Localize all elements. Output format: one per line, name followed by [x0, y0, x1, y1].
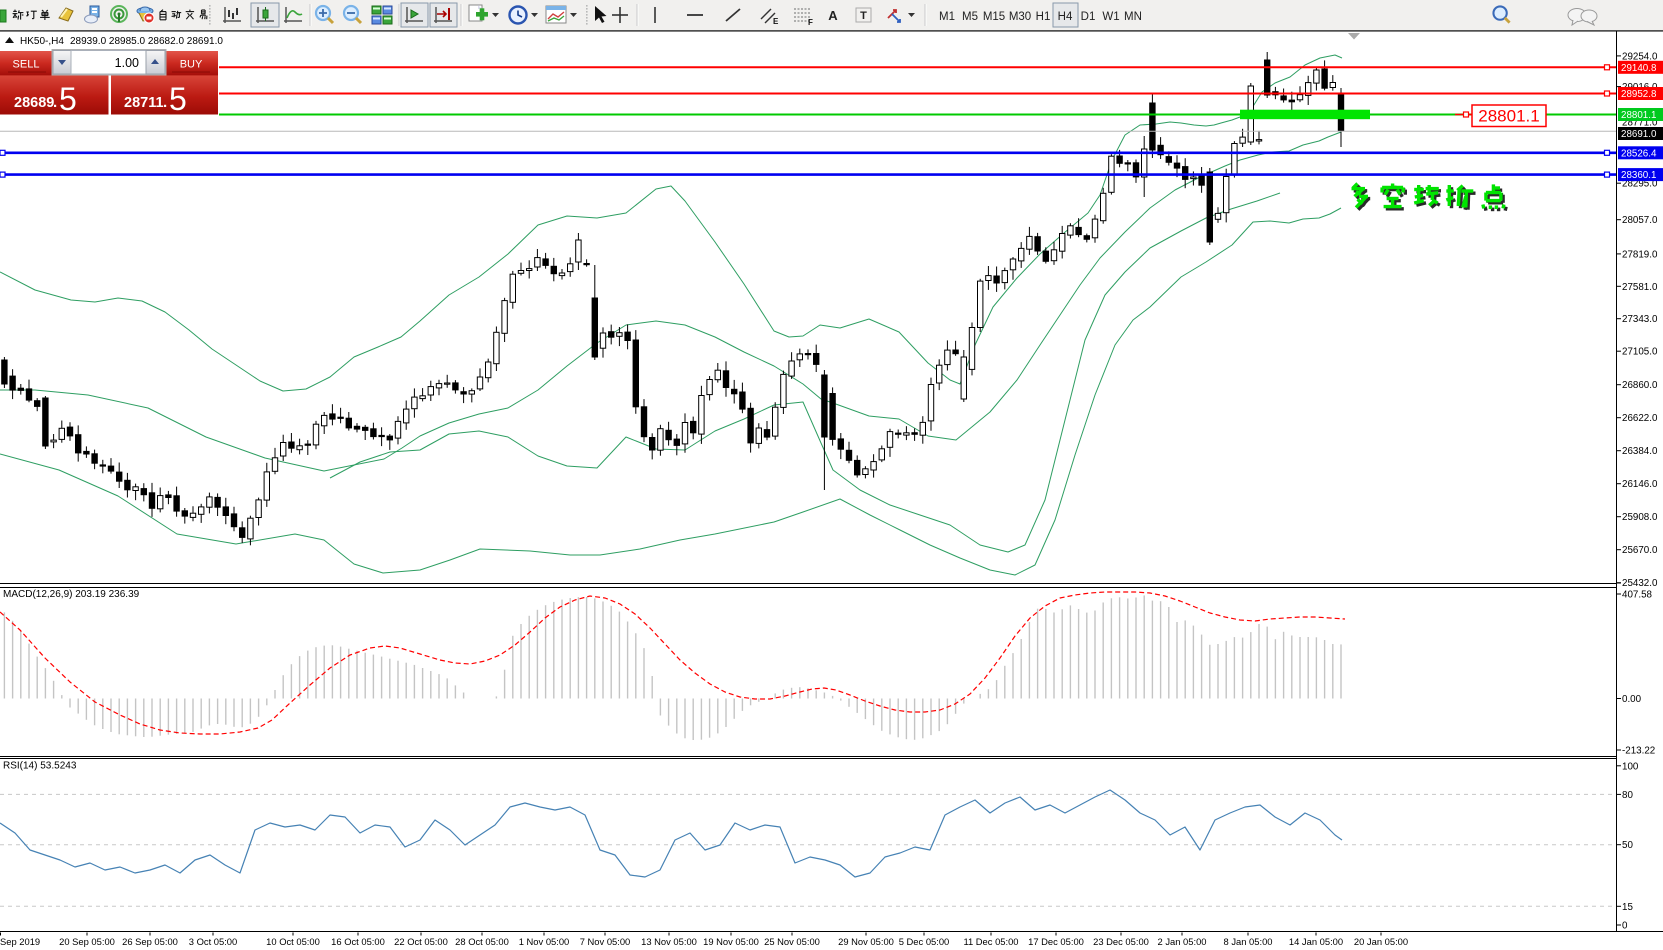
- svg-text:.: .: [163, 94, 167, 111]
- svg-text:1.00: 1.00: [115, 56, 139, 70]
- svg-text:A: A: [828, 8, 838, 23]
- svg-text:E: E: [773, 17, 779, 26]
- svg-text:SELL: SELL: [13, 59, 40, 71]
- svg-text:26860.0: 26860.0: [1622, 380, 1658, 391]
- svg-text:0: 0: [1622, 921, 1628, 932]
- svg-text:T: T: [860, 10, 867, 22]
- svg-text:D1: D1: [1081, 11, 1096, 23]
- svg-text:50: 50: [1622, 840, 1633, 851]
- svg-text:27343.0: 27343.0: [1622, 314, 1658, 325]
- svg-text:10 Oct 05:00: 10 Oct 05:00: [266, 936, 320, 947]
- svg-text:15: 15: [1622, 902, 1633, 913]
- svg-text:16 Oct 05:00: 16 Oct 05:00: [331, 936, 385, 947]
- svg-text:407.58: 407.58: [1622, 590, 1653, 601]
- svg-text:19 Nov 05:00: 19 Nov 05:00: [703, 936, 759, 947]
- svg-text:26622.0: 26622.0: [1622, 413, 1658, 424]
- svg-text:28711: 28711: [124, 95, 164, 111]
- svg-text:28360.1: 28360.1: [1621, 170, 1656, 181]
- svg-text:.: .: [53, 94, 57, 111]
- svg-text:H4: H4: [1058, 11, 1073, 23]
- svg-text:HK50-,H4: HK50-,H4: [20, 36, 64, 47]
- svg-text:25432.0: 25432.0: [1622, 578, 1658, 589]
- svg-text:H1: H1: [1036, 11, 1051, 23]
- svg-text:28952.8: 28952.8: [1621, 89, 1657, 100]
- svg-text:27581.0: 27581.0: [1622, 282, 1658, 293]
- svg-text:25 Nov 05:00: 25 Nov 05:00: [764, 936, 820, 947]
- svg-text:BUY: BUY: [180, 59, 203, 71]
- svg-text:F: F: [808, 18, 813, 27]
- svg-text:26146.0: 26146.0: [1622, 479, 1658, 490]
- svg-text:7 Nov 05:00: 7 Nov 05:00: [580, 936, 631, 947]
- svg-text:20 Jan 05:00: 20 Jan 05:00: [1354, 936, 1408, 947]
- svg-text:-213.22: -213.22: [1622, 746, 1655, 757]
- svg-text:8 Jan 05:00: 8 Jan 05:00: [1224, 936, 1273, 947]
- svg-text:28771.0: 28771.0: [1622, 118, 1658, 129]
- svg-text:RSI(14) 53.5243: RSI(14) 53.5243: [3, 761, 77, 772]
- svg-text:11 Dec 05:00: 11 Dec 05:00: [963, 936, 1018, 947]
- svg-text:M5: M5: [962, 11, 978, 23]
- svg-text:5: 5: [59, 81, 77, 117]
- svg-text:80: 80: [1622, 790, 1633, 801]
- svg-text:M15: M15: [983, 11, 1005, 23]
- svg-text:22 Oct 05:00: 22 Oct 05:00: [394, 936, 448, 947]
- svg-text:28295.0: 28295.0: [1622, 179, 1658, 190]
- svg-text:29 Nov 05:00: 29 Nov 05:00: [838, 936, 894, 947]
- svg-text:28 Oct 05:00: 28 Oct 05:00: [455, 936, 509, 947]
- svg-text:13 Nov 05:00: 13 Nov 05:00: [641, 936, 697, 947]
- svg-text:2 Jan 05:00: 2 Jan 05:00: [1158, 936, 1207, 947]
- svg-text:25908.0: 25908.0: [1622, 512, 1658, 523]
- svg-text:20 Sep 05:00: 20 Sep 05:00: [59, 936, 115, 947]
- svg-text:28801.1: 28801.1: [1478, 107, 1539, 126]
- svg-text:5: 5: [169, 81, 187, 117]
- svg-text:100: 100: [1622, 761, 1639, 772]
- svg-text:0.00: 0.00: [1622, 694, 1642, 705]
- svg-text:28801.1: 28801.1: [1621, 110, 1656, 121]
- svg-text:M1: M1: [939, 11, 955, 23]
- svg-text:5 Dec 05:00: 5 Dec 05:00: [899, 936, 950, 947]
- svg-text:28057.0: 28057.0: [1622, 215, 1658, 226]
- svg-text:23 Dec 05:00: 23 Dec 05:00: [1093, 936, 1149, 947]
- svg-text:29140.8: 29140.8: [1621, 63, 1657, 74]
- svg-text:W1: W1: [1102, 11, 1119, 23]
- svg-text:25670.0: 25670.0: [1622, 545, 1658, 556]
- svg-text:1 Nov 05:00: 1 Nov 05:00: [519, 936, 570, 947]
- svg-text:17 Dec 05:00: 17 Dec 05:00: [1028, 936, 1084, 947]
- svg-text:27819.0: 27819.0: [1622, 249, 1658, 260]
- svg-text:28691.0: 28691.0: [1621, 129, 1657, 140]
- svg-text:28526.4: 28526.4: [1621, 148, 1657, 159]
- svg-text:28689: 28689: [14, 95, 54, 111]
- svg-text:26384.0: 26384.0: [1622, 446, 1658, 457]
- svg-text:28939.0 28985.0 28682.0 28691.: 28939.0 28985.0 28682.0 28691.0: [70, 36, 223, 47]
- svg-text:MN: MN: [1124, 11, 1142, 23]
- svg-text:26 Sep 05:00: 26 Sep 05:00: [122, 936, 178, 947]
- svg-text:3 Oct 05:00: 3 Oct 05:00: [189, 936, 237, 947]
- svg-text:Sep 2019: Sep 2019: [0, 936, 40, 947]
- svg-text:29254.0: 29254.0: [1622, 51, 1658, 62]
- svg-text:27105.0: 27105.0: [1622, 347, 1658, 358]
- svg-text:M30: M30: [1009, 11, 1031, 23]
- svg-text:MACD(12,26,9) 203.19 236.39: MACD(12,26,9) 203.19 236.39: [3, 589, 140, 600]
- svg-text:14 Jan 05:00: 14 Jan 05:00: [1289, 936, 1343, 947]
